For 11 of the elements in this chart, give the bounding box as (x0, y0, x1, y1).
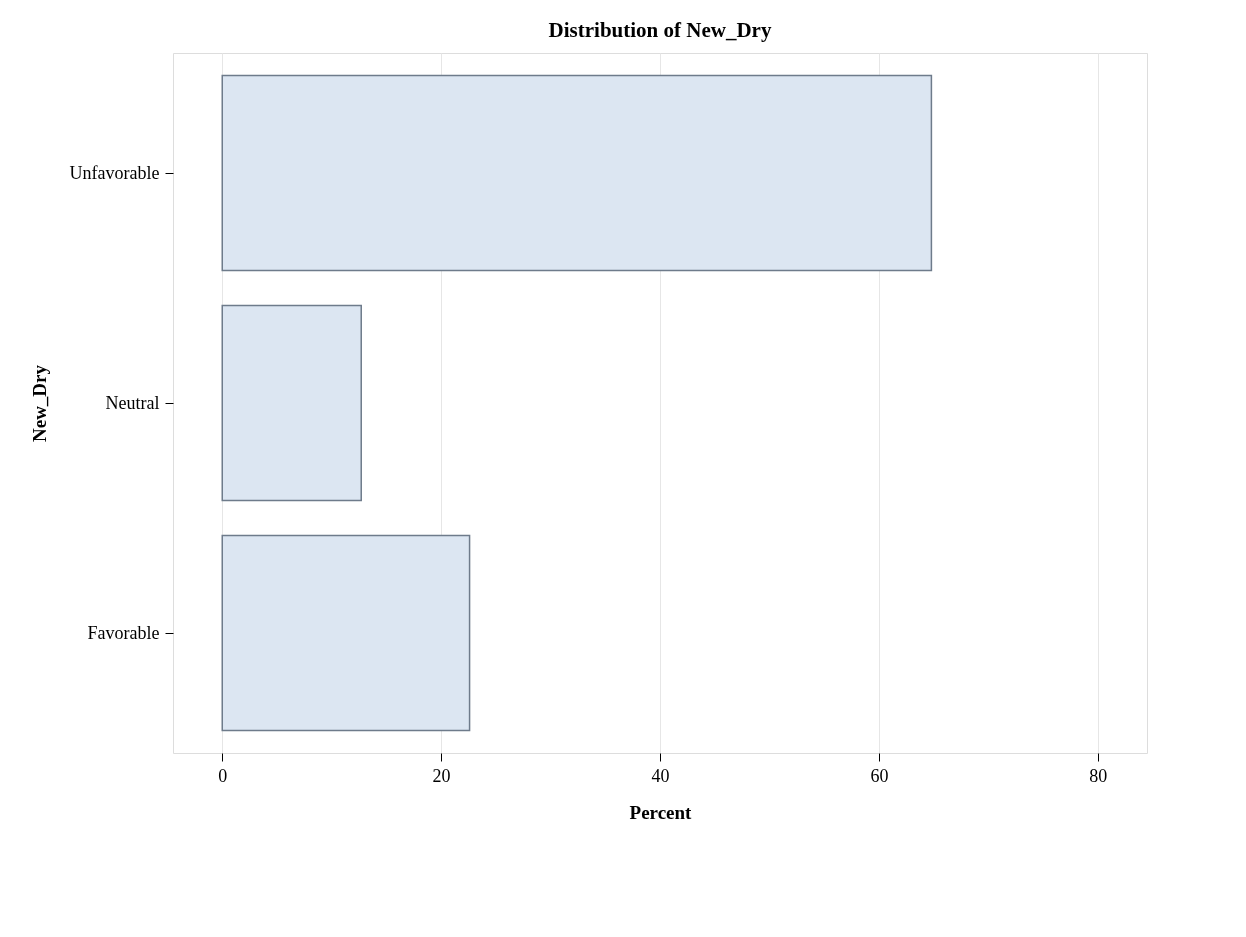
x-tick-label: 40 (651, 765, 670, 786)
x-axis-title: Percent (629, 801, 693, 823)
chart-title: Distribution of New_Dry (548, 18, 772, 42)
y-tick-label: Neutral (105, 392, 160, 413)
y-tick-label: Favorable (87, 622, 160, 643)
x-tick-label: 80 (1089, 765, 1108, 786)
x-tick-label: 0 (218, 765, 228, 786)
y-axis-title: New_Dry (28, 364, 50, 443)
x-tick-label: 60 (870, 765, 889, 786)
y-tick-label: Unfavorable (69, 162, 160, 183)
x-tick-label: 20 (432, 765, 451, 786)
